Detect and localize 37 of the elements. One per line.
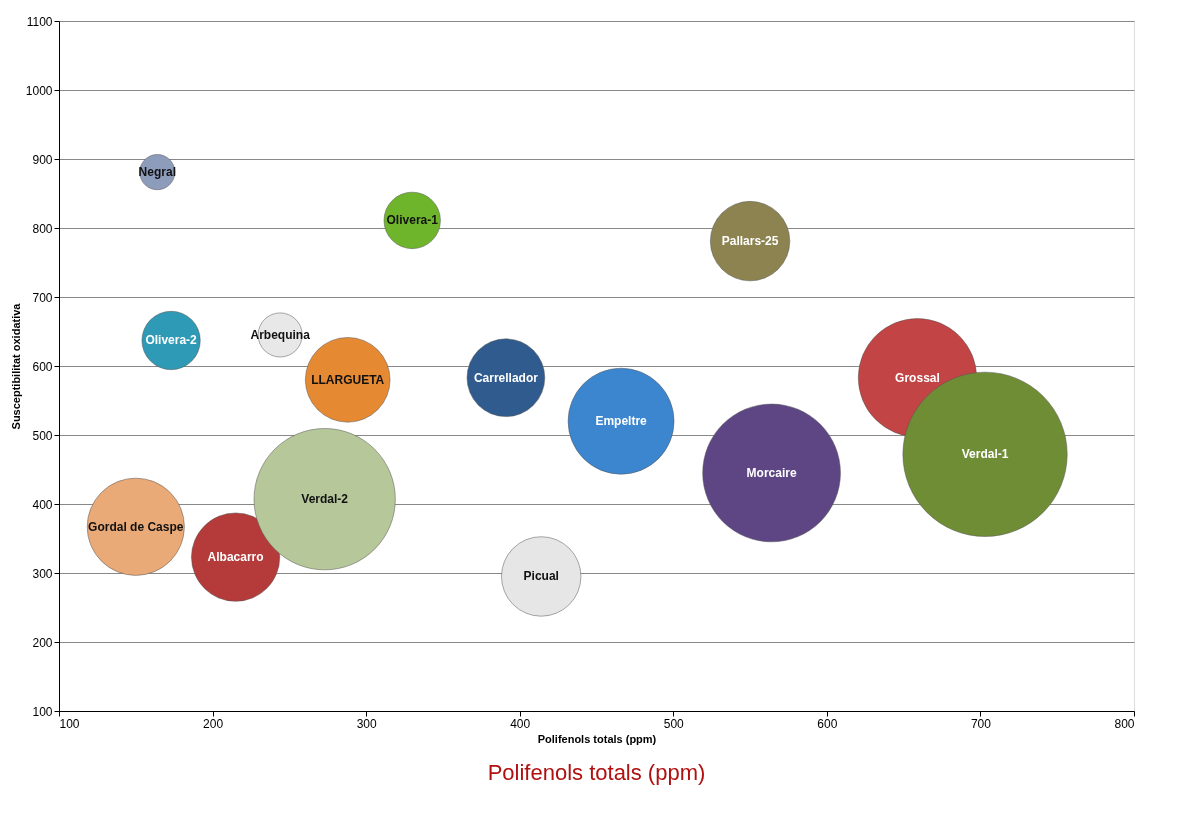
annotation: Empeltre — [595, 414, 648, 429]
x-axis-title: Polifenols totals (ppm) — [537, 732, 657, 745]
y-tick-label: 1000 — [25, 83, 53, 98]
annotation: Morcaire — [746, 465, 797, 480]
x-tick-label: 400 — [510, 716, 531, 731]
y-tick-label: 400 — [32, 497, 53, 512]
y-tick-label: 800 — [32, 221, 53, 236]
x-tick-label: 300 — [356, 716, 377, 731]
annotation: LLARGUETA — [311, 372, 385, 387]
text: Polifenols totals (ppm) — [487, 760, 706, 785]
annotation: Picual — [523, 569, 559, 584]
annotation: Pallars-25 — [721, 234, 779, 249]
annotation: Verdal-2 — [301, 492, 349, 507]
x-tick-label: 100 — [59, 716, 80, 731]
y-tick-label: 200 — [32, 635, 53, 650]
y-tick-label: 700 — [32, 290, 53, 305]
x-tick-label: 700 — [970, 716, 992, 731]
y-tick-label: 1100 — [26, 14, 53, 29]
y-tick-label: 500 — [32, 428, 53, 443]
x-tick-label: 500 — [663, 716, 685, 731]
annotation: Verdal-1 — [961, 447, 1009, 462]
x-tick-label: 600 — [817, 716, 838, 731]
x-tick-label: 800 — [1114, 716, 1135, 731]
annotation: Grossal — [895, 370, 940, 385]
annotation: Negral — [138, 165, 176, 180]
y-tick-label: 600 — [32, 359, 53, 374]
annotation: Olivera-2 — [145, 333, 198, 348]
x-tick-label: 200 — [203, 716, 224, 731]
annotation: Albacarro — [207, 550, 264, 565]
annotation: Gordal de Caspe — [88, 519, 184, 534]
annotation: Olivera-1 — [386, 213, 439, 228]
y-tick-label: 300 — [32, 566, 53, 581]
y-tick-label: 100 — [32, 704, 53, 719]
y-axis-title: Susceptibilitat oxidativa — [9, 302, 22, 430]
annotation: Arbequina — [250, 327, 311, 342]
y-tick-label: 900 — [32, 152, 53, 167]
annotation: Carrellador — [473, 370, 539, 385]
